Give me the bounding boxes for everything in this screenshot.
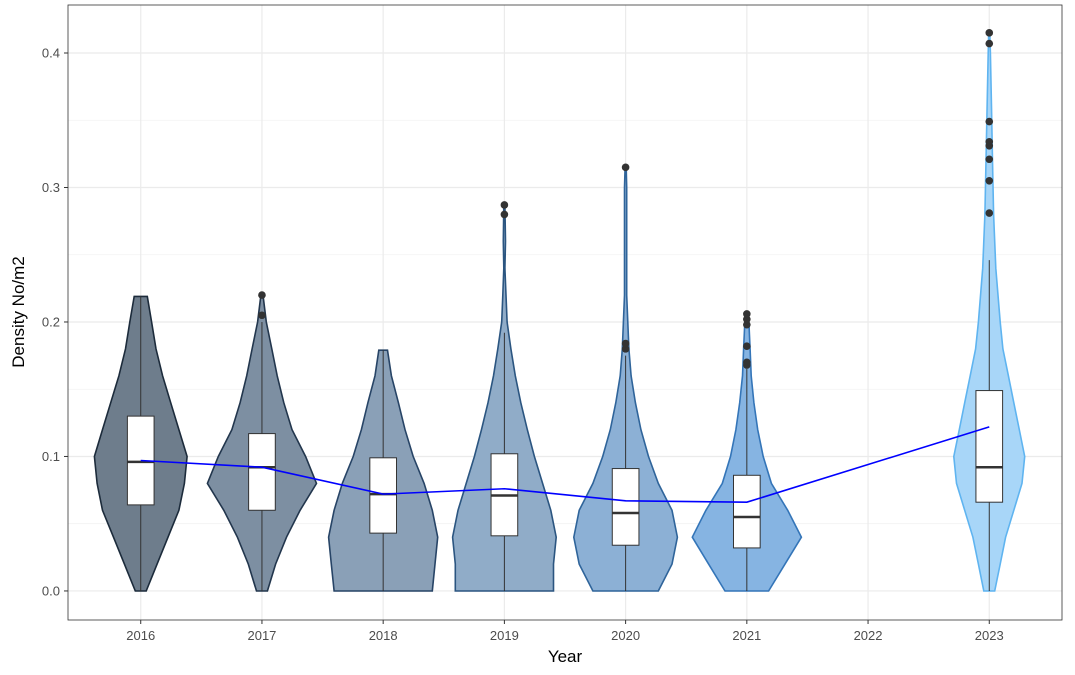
outlier xyxy=(985,117,994,126)
y-tick-label: 0.0 xyxy=(42,583,60,598)
x-tick-label: 2022 xyxy=(854,628,883,643)
outlier xyxy=(743,320,751,329)
outlier xyxy=(258,291,266,299)
outlier xyxy=(258,311,266,320)
outlier xyxy=(743,315,751,324)
box xyxy=(611,468,640,546)
outlier xyxy=(985,176,994,185)
panel-border xyxy=(67,4,1063,621)
outlier xyxy=(985,209,994,217)
box xyxy=(975,390,1004,503)
y-tick-label: 0.3 xyxy=(42,180,60,195)
outlier xyxy=(743,342,751,350)
outlier xyxy=(985,137,994,146)
x-tick-label: 2017 xyxy=(247,628,276,643)
outlier xyxy=(500,210,509,219)
outlier xyxy=(985,39,994,48)
x-tick-label: 2020 xyxy=(611,628,640,643)
box xyxy=(369,457,398,534)
x-axis-title: Year xyxy=(548,647,583,666)
outlier xyxy=(985,155,994,164)
y-tick-label: 0.2 xyxy=(42,314,60,329)
x-tick-label: 2018 xyxy=(369,628,398,643)
outlier xyxy=(621,345,630,353)
mean-line xyxy=(140,426,990,503)
outlier xyxy=(621,339,630,348)
x-tick-label: 2019 xyxy=(490,628,519,643)
y-axis-title: Density No/m2 xyxy=(9,256,28,367)
outlier xyxy=(743,358,751,367)
outlier xyxy=(985,29,994,37)
box xyxy=(248,433,276,511)
x-tick-label: 2023 xyxy=(975,628,1004,643)
x-tick-label: 2021 xyxy=(732,628,761,643)
outlier xyxy=(500,201,509,209)
y-tick-label: 0.1 xyxy=(42,449,60,464)
x-tick-label: 2016 xyxy=(126,628,155,643)
box xyxy=(732,474,761,549)
outlier xyxy=(743,310,751,318)
y-tick-label: 0.4 xyxy=(42,46,60,61)
outlier xyxy=(621,163,630,172)
